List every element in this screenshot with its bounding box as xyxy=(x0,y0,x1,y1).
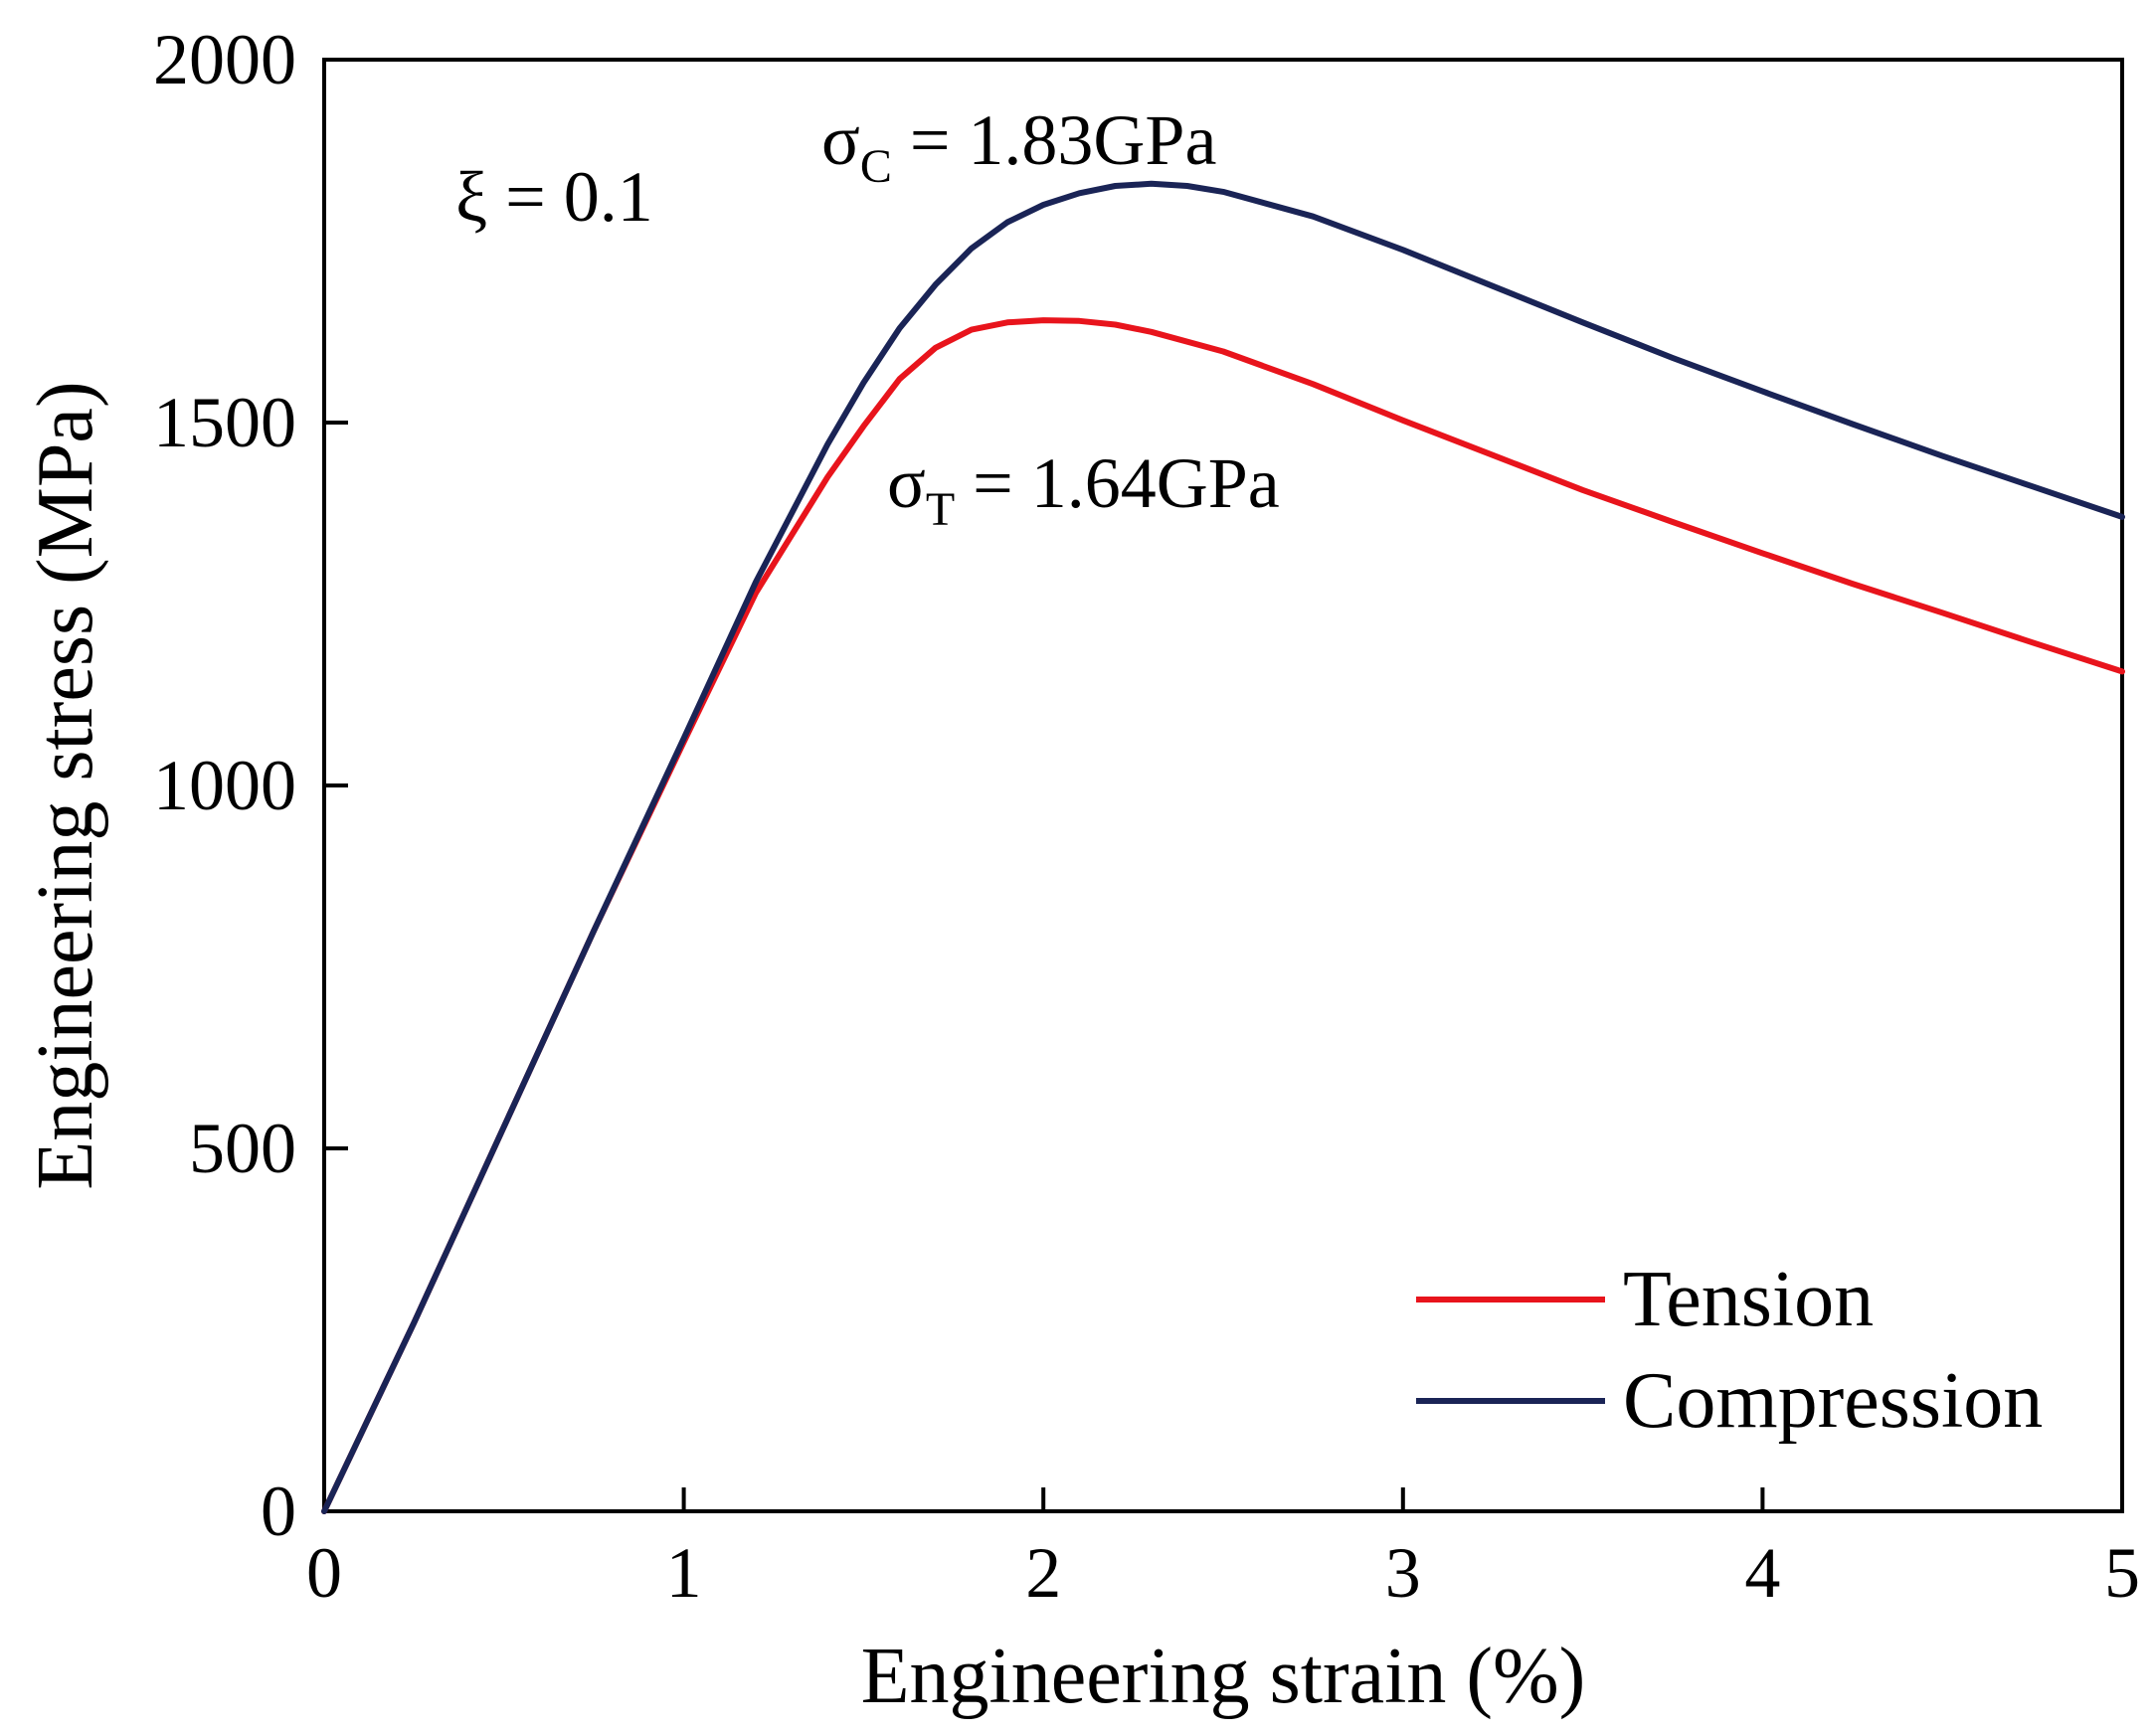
sigma-t-subscript: T xyxy=(926,483,955,536)
sigma-c-symbol: σ xyxy=(821,100,860,180)
sigma-c-subscript: C xyxy=(860,140,892,193)
x-tick-label: 2 xyxy=(1025,1533,1061,1613)
series-line-compression xyxy=(321,180,2125,1514)
sigma-t-annotation: σT = 1.64GPa xyxy=(887,443,1280,536)
x-axis-title: Engineering strain (%) xyxy=(861,1633,1586,1720)
x-tick-label: 4 xyxy=(1744,1533,1780,1613)
sigma-c-value: = 1.83GPa xyxy=(892,100,1217,180)
x-tick-label: 1 xyxy=(666,1533,702,1613)
y-tick-label: 1500 xyxy=(153,383,296,462)
x-tick-label: 5 xyxy=(2104,1533,2140,1613)
axis-ticks: 0 1 2 3 4 5 0 500 1000 1500 2000 xyxy=(153,20,2140,1613)
sigma-t-symbol: σ xyxy=(887,443,926,523)
x-tick-label: 3 xyxy=(1385,1533,1421,1613)
y-axis-title: Engineering stress (MPa) xyxy=(22,381,109,1189)
xi-annotation: ξ = 0.1 xyxy=(455,157,653,237)
legend-label-tension: Tension xyxy=(1623,1256,1874,1343)
sigma-t-value: = 1.64GPa xyxy=(955,443,1280,523)
data-series xyxy=(321,180,2125,1514)
legend: Tension Compression xyxy=(1416,1256,2043,1445)
y-tick-label: 1000 xyxy=(153,746,296,825)
x-tick-label: 0 xyxy=(306,1533,342,1613)
y-tick-label: 500 xyxy=(189,1109,296,1188)
y-tick-label: 0 xyxy=(261,1472,296,1551)
sigma-c-annotation: σC = 1.83GPa xyxy=(821,100,1216,193)
y-tick-label: 2000 xyxy=(153,20,296,99)
legend-label-compression: Compression xyxy=(1623,1357,2043,1445)
